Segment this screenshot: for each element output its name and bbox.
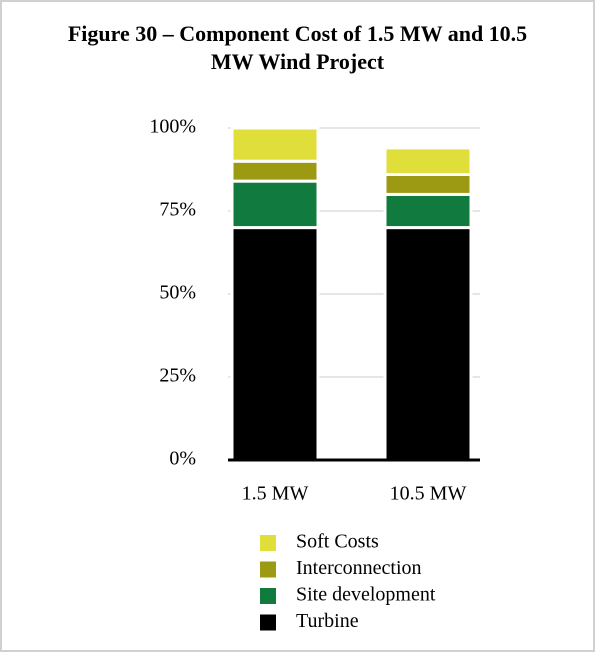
y-tick-label: 75% <box>159 199 196 221</box>
bar-segment <box>383 172 473 196</box>
legend-label: Turbine <box>296 610 359 632</box>
y-tick-label: 0% <box>169 448 196 470</box>
bar-segment <box>230 179 320 230</box>
bar-segment <box>230 159 320 183</box>
bar-segment <box>230 226 320 462</box>
bar-segment <box>383 192 473 230</box>
legend-label: Interconnection <box>296 557 422 579</box>
y-tick-label: 100% <box>149 116 196 138</box>
bar-segment <box>230 126 320 163</box>
y-tick-label: 50% <box>159 282 196 304</box>
legend-swatch <box>260 535 276 551</box>
y-tick-label: 25% <box>159 365 196 387</box>
x-tick-label: 1.5 MW <box>242 483 309 505</box>
chart-title: Figure 30 – Component Cost of 1.5 MW and… <box>67 21 528 74</box>
bar-segment <box>383 146 473 176</box>
bar-segment <box>383 226 473 462</box>
legend-swatch <box>260 561 276 578</box>
x-tick-label: 10.5 MW <box>390 483 467 505</box>
legend-label: Soft Costs <box>296 531 379 553</box>
legend-label: Site development <box>296 584 436 606</box>
legend-swatch <box>260 588 276 604</box>
legend-swatch <box>260 614 276 631</box>
